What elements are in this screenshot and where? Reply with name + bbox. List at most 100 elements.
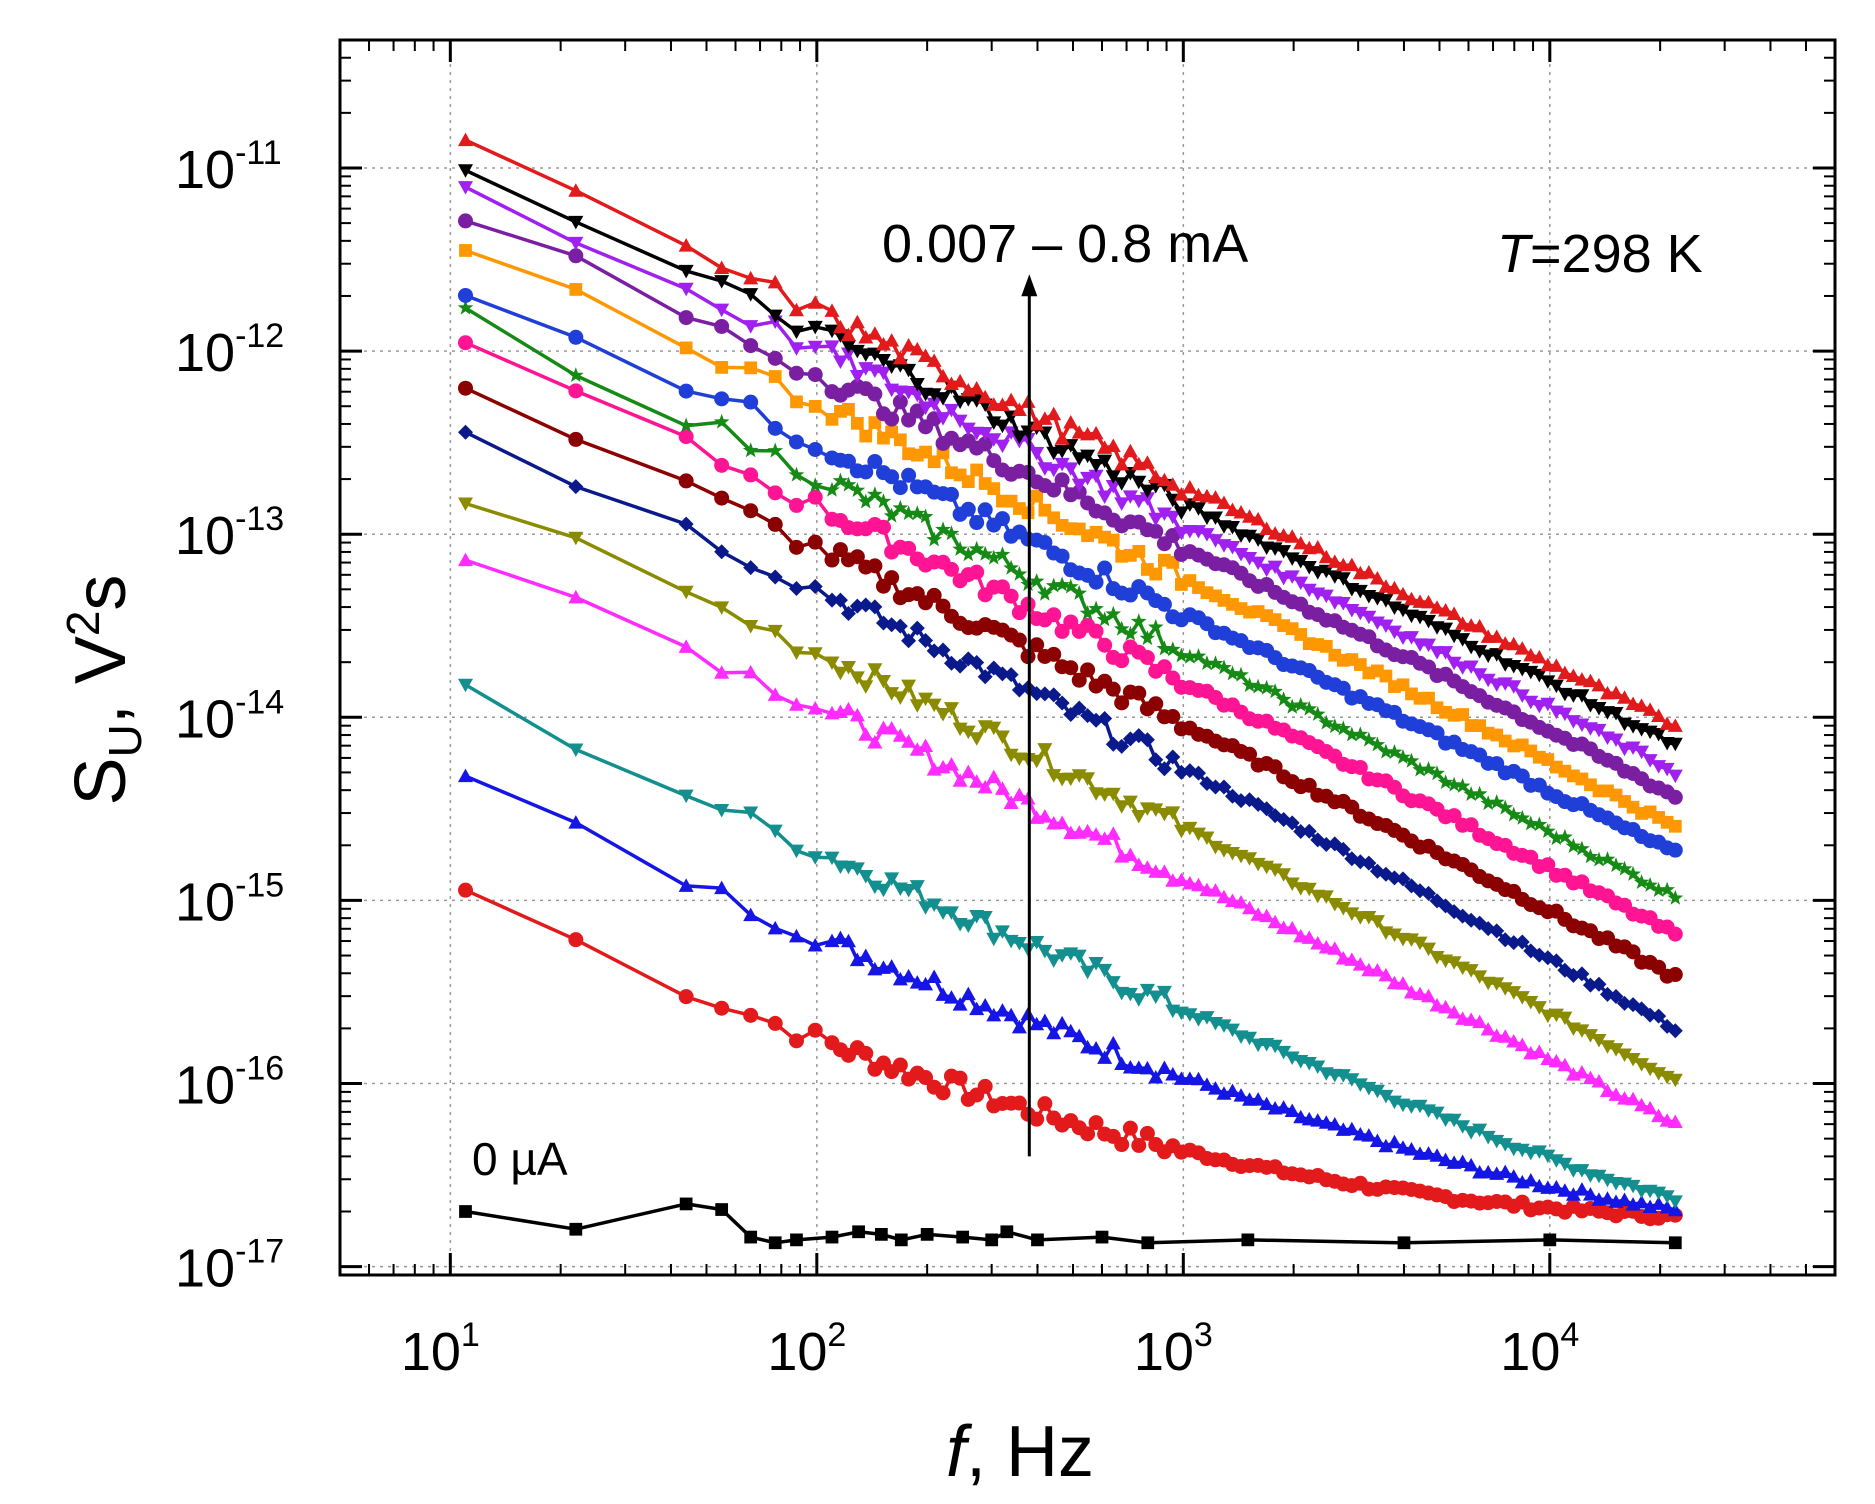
data-point xyxy=(1148,803,1164,817)
data-point xyxy=(952,997,968,1011)
data-point xyxy=(901,883,917,898)
data-point xyxy=(457,181,473,195)
data-point xyxy=(1216,495,1232,509)
data-point xyxy=(1156,864,1172,878)
data-point xyxy=(1037,686,1053,702)
data-point xyxy=(1326,718,1343,734)
data-point xyxy=(767,920,783,935)
data-point xyxy=(952,414,968,429)
data-point xyxy=(1029,686,1045,702)
data-point xyxy=(977,502,993,518)
series-red-top xyxy=(457,132,1683,732)
data-point xyxy=(858,330,874,344)
data-point xyxy=(1531,649,1547,664)
data-point xyxy=(1063,660,1079,676)
data-point xyxy=(858,1045,874,1061)
data-point xyxy=(1233,1088,1249,1102)
data-point xyxy=(986,769,1002,784)
y-tick-label: 10-11 xyxy=(175,134,282,200)
series-line-green xyxy=(464,306,1677,900)
data-point xyxy=(1403,984,1419,999)
data-point xyxy=(1463,1126,1479,1140)
data-point xyxy=(1505,806,1522,822)
data-point xyxy=(1233,504,1249,519)
data-point xyxy=(1139,1125,1155,1141)
data-point xyxy=(1276,1100,1292,1114)
data-point xyxy=(858,348,874,362)
data-point xyxy=(1216,1019,1232,1033)
data-point xyxy=(1190,765,1206,781)
data-point xyxy=(824,552,840,568)
data-point xyxy=(1548,1179,1564,1194)
data-point xyxy=(1625,944,1641,960)
data-point xyxy=(1591,1034,1607,1048)
series-line-violet xyxy=(464,185,1677,777)
data-point xyxy=(1284,529,1300,543)
data-point xyxy=(1148,990,1164,1004)
data-point xyxy=(884,872,900,886)
data-point xyxy=(867,735,883,749)
data-point xyxy=(1045,577,1062,593)
data-point xyxy=(788,539,804,555)
data-point xyxy=(1361,610,1377,625)
data-point xyxy=(767,569,783,585)
data-point xyxy=(918,632,934,648)
data-point xyxy=(1003,795,1019,809)
data-point xyxy=(952,773,968,787)
data-point xyxy=(1421,594,1437,609)
data-point xyxy=(1540,675,1556,689)
data-point xyxy=(1148,512,1164,527)
data-point xyxy=(1548,1154,1564,1168)
data-point xyxy=(849,344,865,359)
data-point xyxy=(1523,996,1539,1010)
data-point xyxy=(1029,935,1045,950)
data-point xyxy=(1369,1084,1385,1099)
data-point xyxy=(1506,986,1522,1000)
data-point xyxy=(714,260,730,274)
data-point xyxy=(1472,618,1488,633)
data-point xyxy=(969,564,985,580)
data-point xyxy=(1097,490,1113,504)
data-point xyxy=(1574,689,1590,703)
data-point xyxy=(568,236,584,251)
data-point xyxy=(840,453,856,469)
data-point xyxy=(1599,1191,1615,1205)
data-point xyxy=(1011,936,1027,951)
data-point xyxy=(969,515,985,531)
data-point xyxy=(1088,1041,1104,1055)
data-point xyxy=(568,183,584,197)
data-point xyxy=(1489,629,1505,643)
data-point xyxy=(875,519,891,535)
data-point xyxy=(1301,823,1317,839)
data-point xyxy=(1037,743,1053,757)
data-point xyxy=(1386,928,1402,942)
data-point xyxy=(1463,1157,1479,1172)
data-point xyxy=(1582,977,1598,993)
data-point xyxy=(892,691,908,705)
data-point xyxy=(832,319,848,334)
data-point xyxy=(1446,629,1462,644)
data-point xyxy=(893,433,907,447)
data-point xyxy=(1105,438,1121,452)
data-point xyxy=(1164,641,1181,657)
data-point xyxy=(918,738,934,752)
data-point xyxy=(867,599,883,615)
data-point xyxy=(788,697,804,711)
data-point xyxy=(1557,1157,1573,1172)
x-axis-title: f, Hz xyxy=(946,1412,1094,1492)
data-point xyxy=(1293,824,1309,840)
data-point xyxy=(1651,728,1667,742)
data-point xyxy=(1463,964,1479,978)
data-point xyxy=(1574,1024,1590,1038)
data-point xyxy=(900,505,917,521)
data-point xyxy=(1488,794,1505,809)
data-point xyxy=(714,457,730,473)
series-line-red-low xyxy=(464,888,1676,1221)
data-point xyxy=(858,464,874,480)
data-point xyxy=(1097,454,1113,469)
data-point xyxy=(1455,616,1471,630)
series-red-low xyxy=(457,882,1683,1227)
data-point xyxy=(568,743,584,757)
data-point xyxy=(901,363,917,378)
data-point xyxy=(1080,1126,1096,1142)
